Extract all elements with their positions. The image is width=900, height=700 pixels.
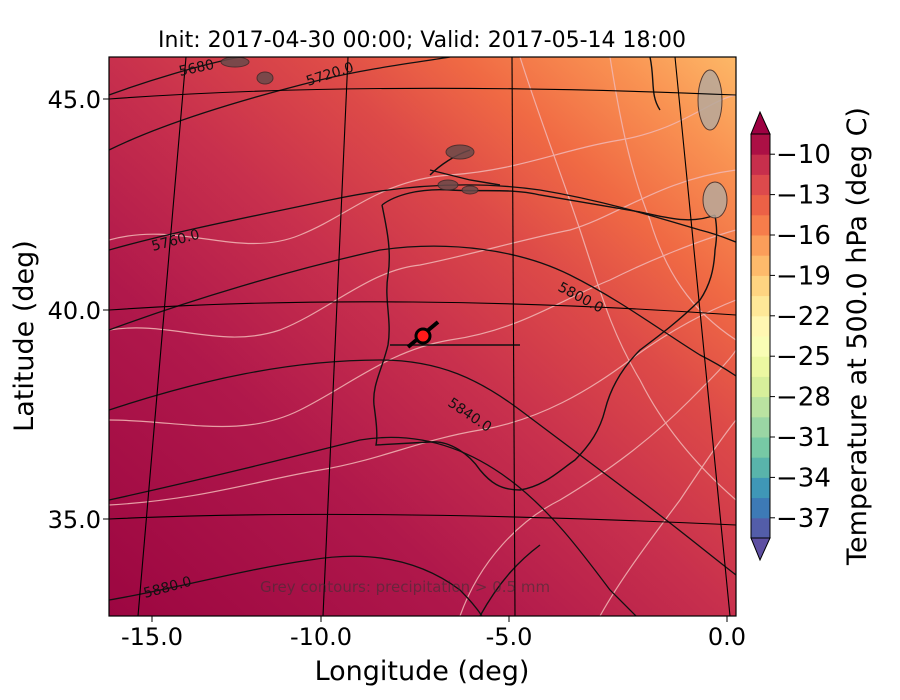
y-tick-label: 40.0 [48, 297, 101, 325]
colorbar-tick-label: −34 [776, 463, 831, 493]
colorbar-swatch [751, 356, 770, 377]
contour-label: 5680 [178, 57, 216, 80]
colorbar-tick-label: −37 [776, 504, 831, 534]
height-contours [109, 57, 736, 616]
graticule [109, 57, 736, 616]
colorbar-tick-label: −28 [776, 383, 831, 413]
colorbar-swatch [751, 336, 770, 357]
location-marker [406, 320, 440, 349]
colorbar-swatch [751, 497, 770, 519]
colorbar-swatch [751, 517, 770, 539]
colorbar-extend-top [750, 110, 771, 135]
colorbar-swatch [751, 235, 770, 256]
colorbar-swatch [751, 376, 770, 398]
x-tick-label: -5.0 [486, 623, 533, 651]
colorbar-tick-label: −16 [776, 221, 831, 251]
plot-title: Init: 2017-04-30 00:00; Valid: 2017-05-1… [158, 28, 686, 53]
colorbar-ticks: −10 −13 −16 −19 −22 −25 −28 −31 −34 −37 [770, 140, 831, 534]
map-frame [108, 56, 737, 617]
colorbar-swatch [751, 214, 770, 236]
colorbar: −10 −13 −16 −19 −22 −25 −28 −31 −34 −37 Temperatu… [750, 107, 873, 566]
colorbar-swatch [751, 437, 770, 458]
colorbar-swatches [751, 134, 770, 539]
colorbar-swatch [751, 315, 770, 337]
colorbar-tick-label: −13 [776, 181, 831, 211]
colorbar-extend-bottom [750, 537, 771, 562]
y-axis: 45.0 40.0 35.0 Latitude (deg) [9, 86, 109, 534]
map-panel: 5680 5720.0 5760.0 5800.0 5840.0 5880.0 … [108, 56, 737, 617]
colorbar-tick-label: −31 [776, 423, 831, 453]
colorbar-label: Temperature at 500.0 hPa (deg C) [842, 107, 873, 566]
x-axis-label: Longitude (deg) [315, 656, 530, 687]
y-tick-label: 35.0 [48, 506, 101, 534]
colorbar-swatch [751, 477, 770, 499]
precipitation-note: Grey contours: precipitation > 0.5 mm [260, 578, 550, 596]
x-tick-label: -10.0 [290, 623, 352, 651]
y-axis-label: Latitude (deg) [9, 240, 40, 432]
colorbar-tick-label: −22 [776, 302, 831, 332]
colorbar-frame [750, 133, 771, 539]
precipitation-areas [220, 57, 728, 219]
colorbar-swatch [751, 457, 770, 478]
colorbar-tick-label: −25 [776, 342, 831, 372]
colorbar-swatch [751, 396, 770, 418]
x-axis: -15.0 -10.0 -5.0 0.0 Longitude (deg) [121, 616, 746, 687]
colorbar-swatch [751, 295, 770, 317]
colorbar-swatch [751, 174, 770, 196]
x-tick-label: 0.0 [708, 623, 746, 651]
temperature-contours [109, 57, 736, 616]
coastlines [373, 57, 718, 616]
colorbar-swatch [751, 275, 770, 297]
x-tick-label: -15.0 [121, 623, 183, 651]
colorbar-tick-label: −10 [776, 140, 831, 170]
colorbar-swatch [751, 154, 770, 175]
y-tick-label: 45.0 [48, 86, 101, 114]
colorbar-swatch [751, 194, 770, 216]
colorbar-tick-label: −19 [776, 261, 831, 291]
colorbar-swatch [751, 255, 770, 276]
colorbar-swatch [751, 416, 770, 438]
colorbar-swatch [751, 134, 770, 155]
